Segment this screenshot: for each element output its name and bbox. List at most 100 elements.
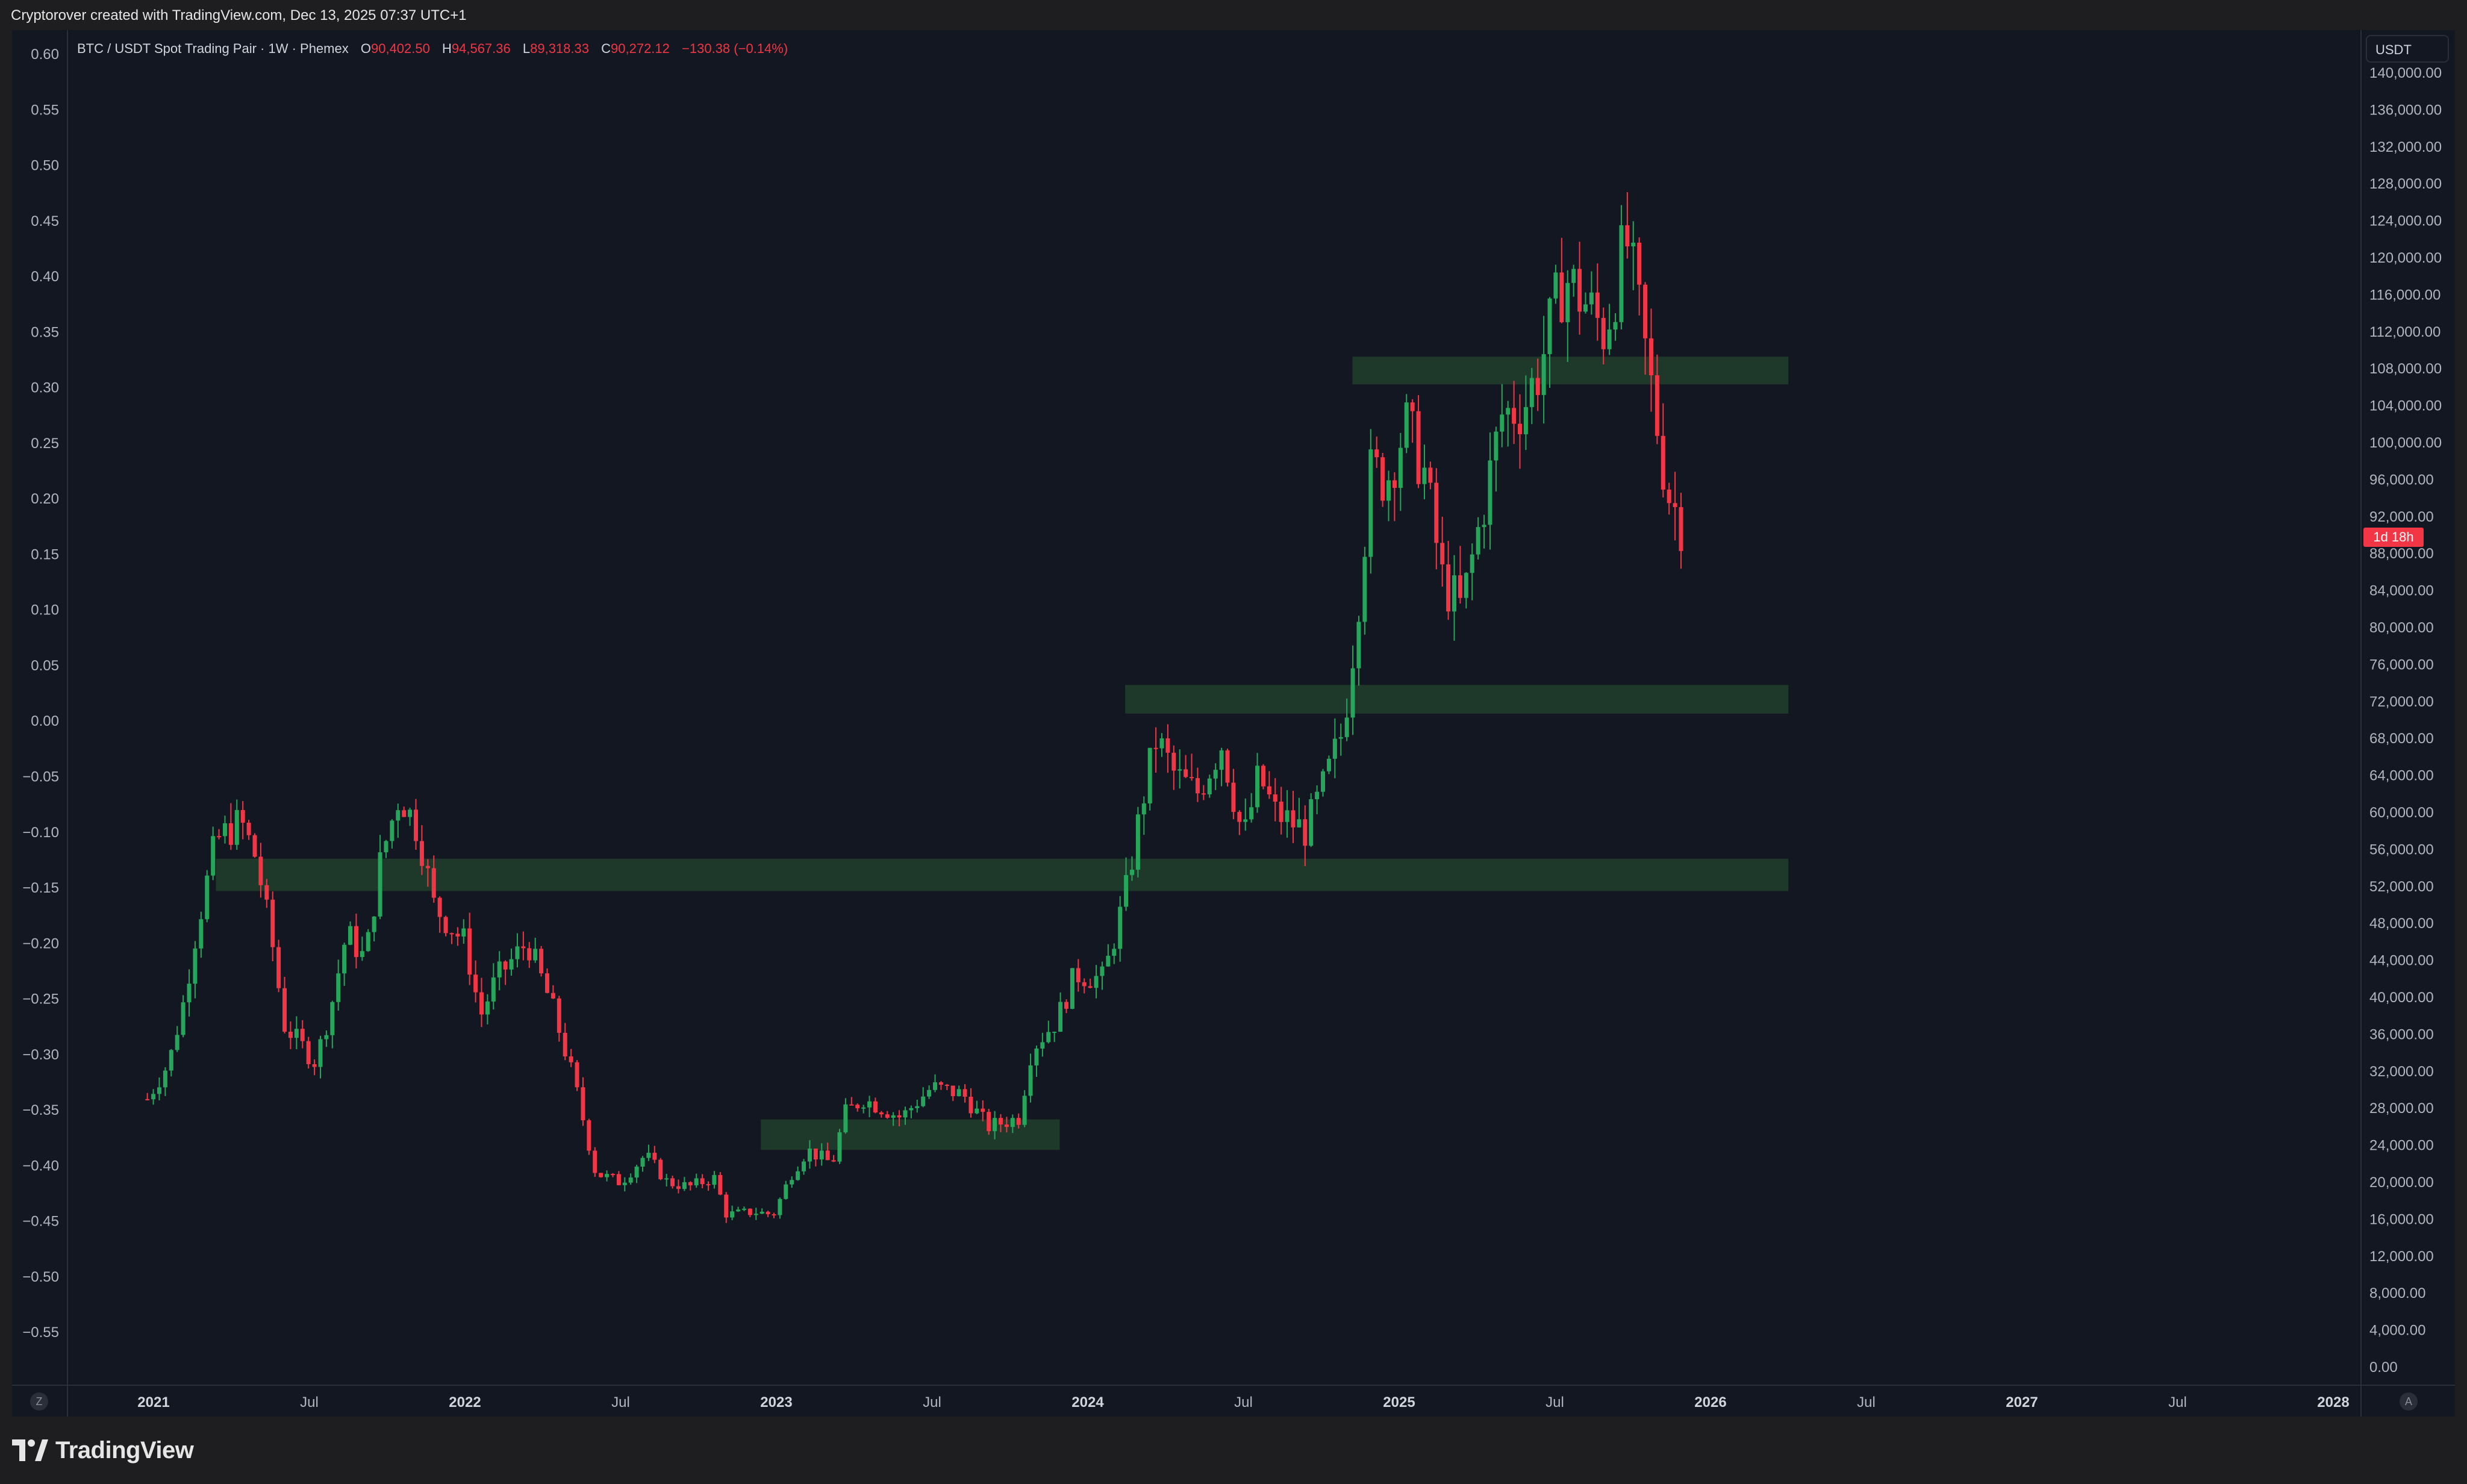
symbol-title[interactable]: BTC / USDT Spot Trading Pair · 1W · Phem… [77, 41, 349, 56]
time-tick-label: 2024 [1071, 1394, 1104, 1411]
support-zone [1125, 685, 1789, 714]
candle-up [533, 938, 538, 963]
candle-body [849, 1104, 854, 1106]
candle-up [1613, 313, 1618, 341]
candle-down [1165, 724, 1170, 773]
candle-body [837, 1132, 842, 1162]
candle-down [670, 1175, 675, 1189]
candle-up [1547, 297, 1552, 388]
tradingview-logo-text: TradingView [55, 1436, 194, 1464]
candle-up [1249, 793, 1254, 823]
chart-canvas[interactable]: 0.60 0.55 0.50 0.45 0.40 0.35 0.30 0.25 0.20 0.15… [12, 30, 2455, 1417]
candle-down [1279, 787, 1283, 835]
candle-body [646, 1153, 651, 1158]
candle-up [1052, 1031, 1057, 1043]
candle-down [276, 940, 281, 993]
candle-up [975, 1100, 979, 1114]
candle-up [199, 911, 204, 958]
candle-down [968, 1088, 973, 1118]
price-tick-label: 108,000.00 [2369, 361, 2442, 377]
candle-up [1285, 790, 1290, 838]
candle-body [425, 865, 430, 868]
candle-body [378, 852, 382, 917]
candle-up [605, 1170, 610, 1182]
candle-down [467, 912, 472, 985]
candle-up [163, 1067, 167, 1096]
candle-body [634, 1167, 639, 1178]
candle-body [569, 1056, 573, 1062]
candle-body [252, 835, 257, 857]
candle-body [402, 810, 407, 817]
candle-down [1291, 791, 1296, 843]
candle-up [491, 963, 496, 1010]
left-tick-label: −0.20 [22, 935, 59, 952]
candle-up [193, 941, 198, 999]
candle-up [1571, 264, 1576, 297]
candle-up [1141, 796, 1146, 835]
candle-body [1380, 457, 1385, 501]
candle-body [825, 1150, 830, 1161]
candle-up [622, 1177, 627, 1192]
candle-body [1392, 480, 1397, 488]
left-tick-label: −0.05 [22, 769, 59, 785]
candle-body [163, 1070, 167, 1088]
candle-up [993, 1111, 997, 1140]
left-tick-label: −0.10 [22, 825, 59, 841]
price-tick-label: 140,000.00 [2369, 65, 2442, 81]
candle-body [1529, 378, 1534, 407]
candle-body [1434, 482, 1439, 543]
candle-down [527, 942, 532, 968]
tradingview-logo[interactable]: TradingView [12, 1436, 194, 1465]
candle-down [252, 833, 257, 858]
candle-up [157, 1077, 161, 1101]
chart-area[interactable]: 0.60 0.55 0.50 0.45 0.40 0.35 0.30 0.25 0.20 0.15… [12, 30, 2455, 1417]
candle-down [1601, 307, 1606, 364]
candle-down [1273, 778, 1277, 822]
candle-body [1577, 269, 1582, 312]
candle-up [1112, 943, 1117, 964]
candle-up [921, 1087, 926, 1108]
candle-body [610, 1174, 615, 1176]
candle-body [1112, 949, 1117, 956]
candle-body [1297, 819, 1302, 828]
candle-up [802, 1159, 806, 1175]
candle-body [1070, 968, 1074, 1009]
currency-selector[interactable]: USDT [2366, 35, 2449, 63]
candle-up [861, 1105, 866, 1114]
candle-body [1547, 298, 1552, 354]
candle-body [544, 973, 549, 993]
candle-body [1028, 1065, 1033, 1096]
candle-up [867, 1096, 872, 1118]
left-tick-label: −0.30 [22, 1047, 59, 1063]
candle-up [1321, 768, 1326, 797]
candle-body [557, 998, 561, 1033]
candle-down [270, 891, 275, 961]
chart-caption: Cryptorover created with TradingView.com… [11, 7, 467, 23]
candle-body [741, 1208, 746, 1210]
candle-down [718, 1172, 723, 1196]
candle-down [282, 977, 287, 1034]
candle-up [1124, 857, 1129, 911]
candle-body [921, 1096, 926, 1106]
candle-body [1482, 525, 1486, 528]
candle-body [813, 1149, 818, 1160]
candle-body [1589, 292, 1594, 305]
auto-scale-button[interactable]: A [2400, 1392, 2418, 1411]
candle-body [1129, 870, 1134, 875]
candle-body [1303, 819, 1308, 846]
candle-up [348, 921, 353, 946]
candle-body [1004, 1124, 1009, 1127]
price-tick-label: 128,000.00 [2369, 176, 2442, 192]
candle-body [718, 1174, 723, 1195]
candle-down [431, 855, 436, 903]
candle-up [1309, 793, 1314, 847]
candle-body [1488, 460, 1492, 525]
candle-body [843, 1104, 848, 1133]
candle-body [712, 1174, 717, 1185]
left-tick-label: 0.30 [31, 380, 59, 396]
candle-down [1392, 472, 1397, 522]
candle-body [1553, 272, 1558, 299]
candle-up [1583, 292, 1588, 314]
zoom-reset-button[interactable]: Z [30, 1392, 48, 1411]
candle-down [1577, 242, 1582, 335]
